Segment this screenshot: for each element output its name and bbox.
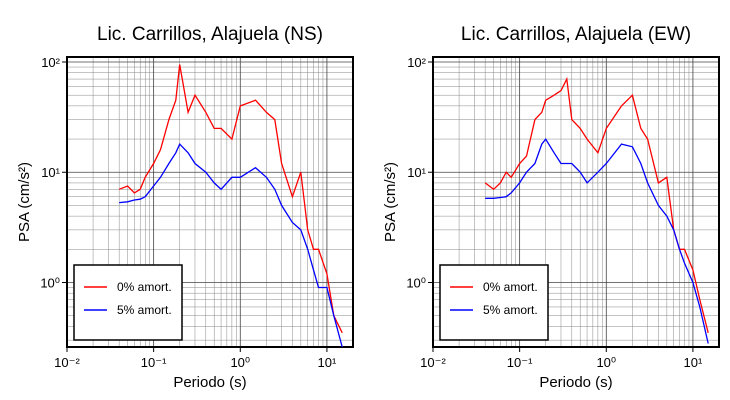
chart-title: Lic. Carrillos, Alajuela (EW) — [461, 24, 691, 45]
y-axis-label: PSA (cm/s²) — [16, 162, 33, 242]
legend-label: 5% amort. — [483, 303, 538, 317]
y-tick-label: 10² — [41, 55, 60, 70]
chart: Lic. Carrillos, Alajuela (NS) 10⁻² 10⁻¹ 10⁰… — [16, 24, 354, 391]
y-tick-label: 10² — [407, 55, 426, 70]
x-tick-label: 10⁻² — [420, 355, 446, 370]
legend-box — [73, 264, 183, 341]
x-tick-label: 10⁰ — [596, 355, 616, 370]
series-line — [485, 137, 709, 344]
y-tick-label: 10¹ — [41, 165, 60, 180]
series-line — [118, 64, 343, 334]
x-axis-label: Periodo (s) — [539, 374, 612, 391]
x-tick-label: 10¹ — [318, 355, 337, 370]
plot-frame — [432, 56, 720, 348]
series-line — [119, 142, 343, 348]
x-axis-label: Periodo (s) — [173, 374, 246, 391]
x-tick-label: 10⁻¹ — [141, 355, 167, 370]
chart-title: Lic. Carrillos, Alajuela (NS) — [97, 24, 323, 45]
chart: Lic. Carrillos, Alajuela (EW) 10⁻² 10⁻¹ 10⁰… — [382, 24, 720, 391]
x-tick-label: 10⁰ — [230, 355, 250, 370]
x-tick-label: 10¹ — [684, 355, 703, 370]
plot-frame — [66, 56, 354, 348]
legend-box — [439, 264, 549, 341]
legend-label: 0% amort. — [117, 280, 172, 294]
y-tick-label: 10⁰ — [406, 275, 426, 290]
x-tick-label: 10⁻² — [54, 355, 80, 370]
y-tick-label: 10¹ — [407, 165, 426, 180]
x-tick-label: 10⁻¹ — [507, 355, 533, 370]
y-tick-label: 10⁰ — [40, 275, 60, 290]
legend-label: 5% amort. — [117, 303, 172, 317]
y-axis-label: PSA (cm/s²) — [382, 162, 399, 242]
legend-label: 0% amort. — [483, 280, 538, 294]
